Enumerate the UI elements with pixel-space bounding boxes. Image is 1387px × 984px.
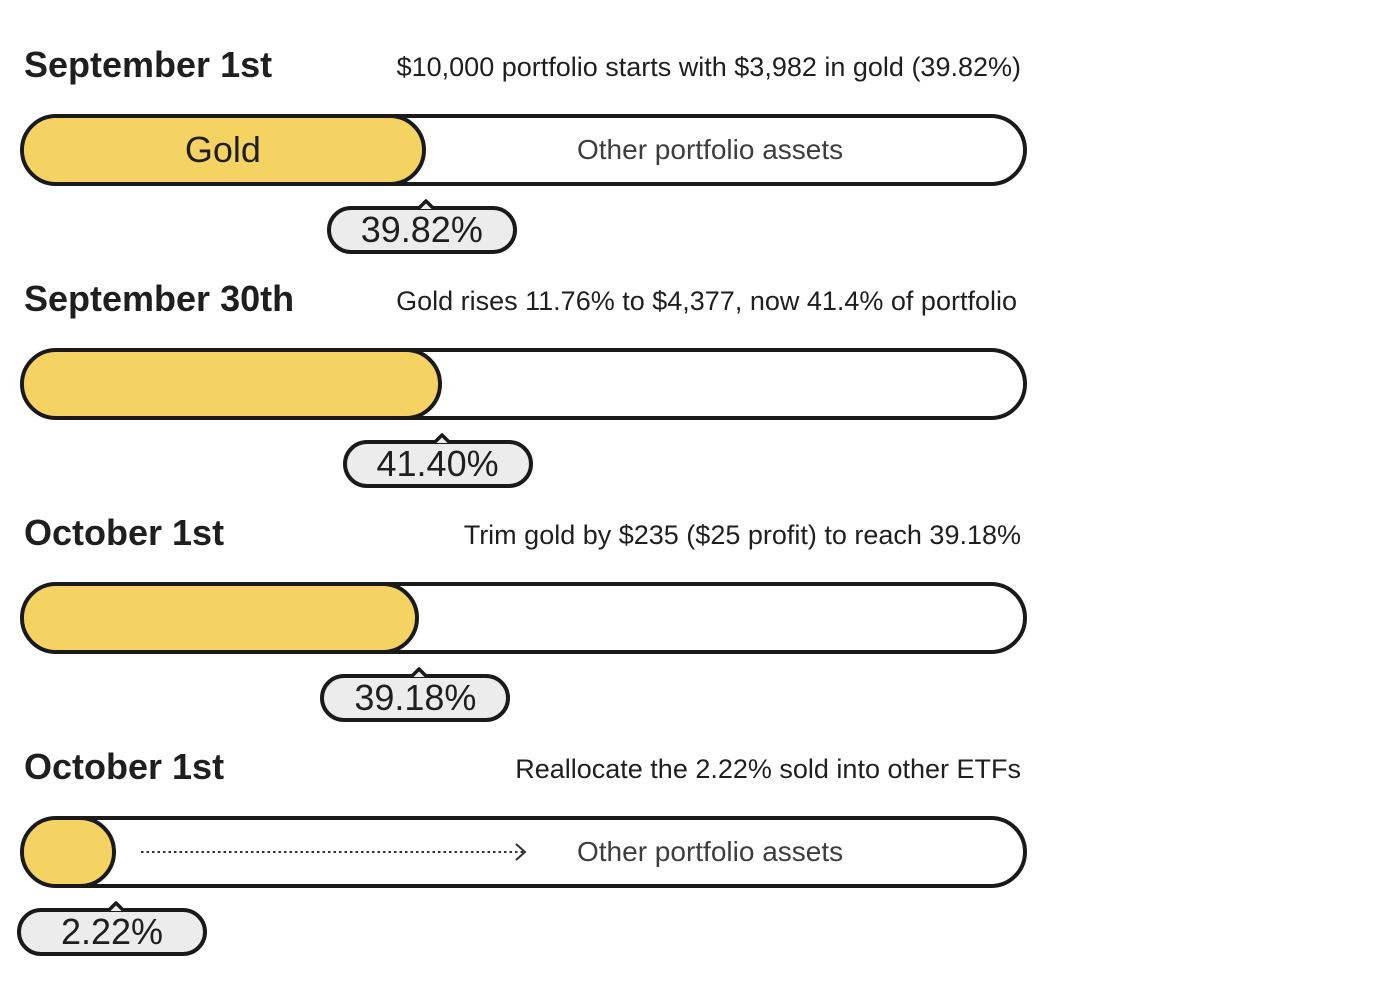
step-september-30th: September 30th Gold rises 11.76% to $4,3… — [0, 234, 1040, 488]
gold-percent-value: 2.22% — [60, 911, 164, 952]
step-date: September 30th — [24, 278, 295, 319]
pointer-notch-icon — [416, 199, 436, 211]
pointer-notch-icon — [432, 433, 451, 445]
gold-percent-value: 39.18% — [354, 677, 477, 718]
step-description: Gold rises 11.76% to $4,377, now 41.4% o… — [396, 286, 1017, 316]
gold-percent-badge: 2.22% — [17, 901, 207, 956]
allocation-bar: Gold Other portfolio assets — [20, 114, 1027, 186]
gold-label — [24, 820, 112, 884]
gold-percent-badge: 41.40% — [342, 433, 533, 488]
gold-percent-badge: 39.82% — [326, 199, 517, 254]
gold-percent-value: 39.82% — [360, 209, 483, 250]
other-assets-label: Other portfolio assets — [577, 836, 844, 867]
gold-fill: Gold — [24, 118, 426, 182]
dotted-arrow-icon — [141, 843, 527, 861]
step-october-1st-reallocate: October 1st Reallocate the 2.22% sold in… — [0, 702, 1040, 956]
gold-percent-value: 41.40% — [376, 443, 499, 484]
gold-label: Gold — [184, 129, 261, 170]
step-date: September 1st — [24, 44, 273, 85]
step-description: $10,000 portfolio starts with $3,982 in … — [396, 52, 1021, 82]
other-assets-label: Other portfolio assets — [577, 134, 844, 165]
gold-label — [24, 352, 438, 416]
gold-fill — [24, 352, 442, 416]
step-date: October 1st — [24, 746, 225, 787]
step-september-1st: September 1st $10,000 portfolio starts w… — [0, 0, 1040, 254]
step-october-1st-trim: October 1st Trim gold by $235 ($25 profi… — [0, 468, 1040, 722]
allocation-bar — [20, 582, 1027, 654]
pointer-notch-icon — [106, 901, 126, 913]
step-description: Reallocate the 2.22% sold into other ETF… — [515, 754, 1021, 784]
gold-label — [24, 586, 415, 650]
gold-fill — [24, 820, 116, 884]
allocation-bar: Other portfolio assets — [20, 816, 1027, 888]
gold-percent-badge: 39.18% — [320, 667, 511, 722]
allocation-bar — [20, 348, 1027, 420]
gold-fill — [24, 586, 420, 650]
step-date: October 1st — [24, 512, 225, 553]
pointer-notch-icon — [410, 667, 429, 679]
step-description: Trim gold by $235 ($25 profit) to reach … — [463, 520, 1021, 550]
